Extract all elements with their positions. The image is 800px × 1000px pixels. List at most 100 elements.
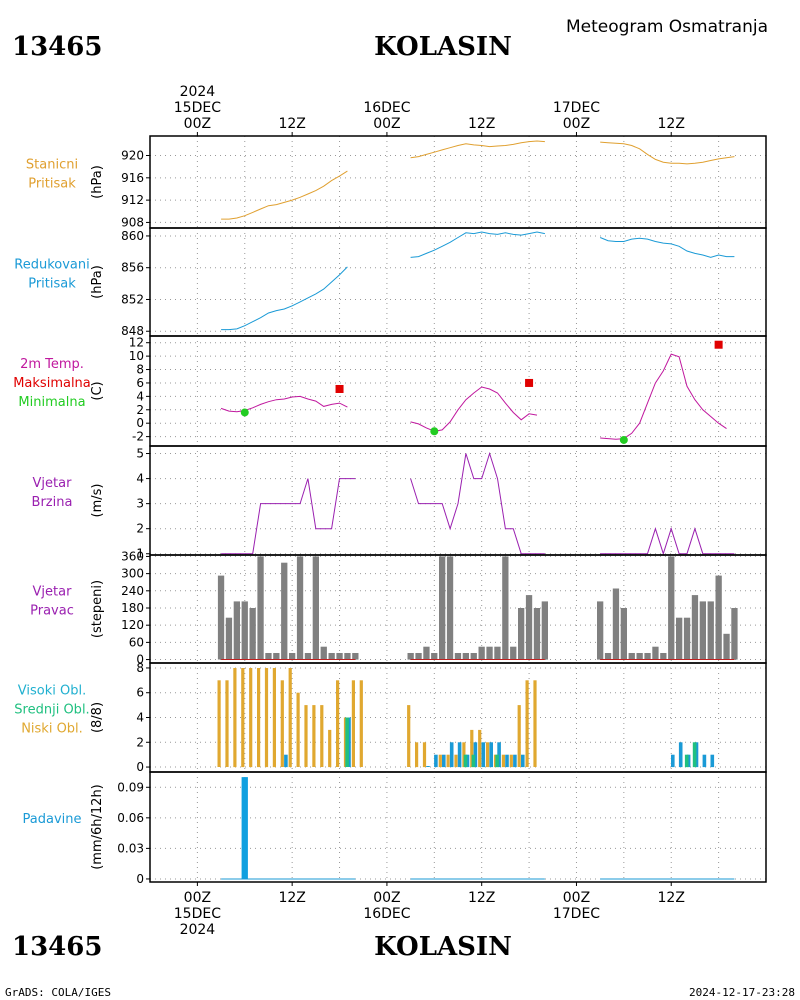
panel-precipitation: 0 0.03 0.06 0.09 Padavine (mm/6h/12h) <box>23 771 767 886</box>
bar <box>692 742 697 768</box>
bar <box>481 742 486 768</box>
bar <box>217 680 221 767</box>
marker-min <box>240 408 249 417</box>
bar <box>510 646 517 660</box>
bar <box>449 742 454 768</box>
bar <box>644 653 651 660</box>
bar <box>597 601 604 660</box>
bar <box>660 653 667 660</box>
y-tick-label: 12 <box>129 336 144 350</box>
bar <box>304 705 308 767</box>
y-tick-label: 0.09 <box>117 780 144 794</box>
y-tick-label: 360 <box>121 549 144 563</box>
series-line <box>221 478 356 555</box>
x-tick-bottom-label: 12Z <box>468 890 495 906</box>
panel-label: Redukovani <box>14 258 89 273</box>
bar <box>501 754 505 768</box>
y-tick-label: 0 <box>136 416 144 430</box>
bar <box>454 653 462 660</box>
series-line <box>410 451 545 555</box>
y-tick-label: 852 <box>121 292 144 306</box>
panel-label: Vjetar <box>33 585 73 600</box>
bar <box>265 653 272 660</box>
bar <box>731 608 738 660</box>
bar <box>495 754 499 768</box>
bar <box>407 653 414 660</box>
x-tick-bottom-label: 12Z <box>658 890 685 906</box>
bar <box>296 692 300 767</box>
bar <box>676 617 683 660</box>
panel-unit: (mm/6h/12h) <box>90 784 105 870</box>
y-tick-label: 3 <box>136 497 144 511</box>
bar <box>470 729 474 768</box>
series-line <box>221 266 348 331</box>
bar <box>517 705 521 767</box>
bar <box>533 680 537 767</box>
bar <box>702 754 707 768</box>
panel-unit: (m/s) <box>90 484 105 518</box>
bar <box>462 653 469 660</box>
panel-label: Srednji Obl. <box>14 703 89 718</box>
bar <box>241 601 248 660</box>
panel-label: Pravac <box>30 604 74 619</box>
series-line <box>600 237 735 258</box>
x-tick-top-label: 17DEC <box>553 100 600 116</box>
x-tick-bottom-label: 17DEC <box>553 906 600 922</box>
bar <box>257 668 261 768</box>
bar <box>439 556 446 660</box>
marker-max <box>335 384 344 393</box>
panel-frame <box>149 771 767 883</box>
y-tick-label: 920 <box>121 149 144 163</box>
marker-min <box>430 427 439 436</box>
x-tick-bottom-label: 00Z <box>184 890 211 906</box>
panel-label: 2m Temp. <box>20 357 84 372</box>
bar <box>344 653 351 660</box>
bar <box>336 653 343 660</box>
bar <box>462 742 466 768</box>
bar <box>486 646 493 660</box>
panel-frame <box>149 135 767 229</box>
x-tick-bottom-label: 12Z <box>278 890 305 906</box>
x-tick-bottom-label: 15DEC <box>174 906 221 922</box>
y-tick-label: 4 <box>136 389 144 403</box>
bar <box>312 556 319 660</box>
series-line <box>410 386 538 432</box>
y-tick-label: -2 <box>132 430 144 444</box>
bar <box>415 653 422 660</box>
panel-label: Visoki Obl. <box>18 684 86 699</box>
bar <box>465 754 470 768</box>
y-tick-label: 2 <box>136 522 144 536</box>
x-tick-bottom-label: 2024 <box>180 922 216 938</box>
bar <box>525 595 533 660</box>
y-tick-label: 2 <box>136 403 144 417</box>
bar <box>446 556 454 660</box>
bar <box>320 705 324 767</box>
bar <box>509 754 513 768</box>
marker-max <box>714 340 723 349</box>
station-id-top: 13465 <box>12 32 102 62</box>
panel-label: Vjetar <box>33 476 73 491</box>
bar <box>312 705 316 767</box>
y-tick-label: 6 <box>136 686 144 700</box>
x-tick-top-label: 15DEC <box>174 100 221 116</box>
bar <box>723 633 730 660</box>
x-tick-bottom-label: 16DEC <box>363 906 410 922</box>
bar <box>345 717 349 767</box>
bar <box>241 668 245 768</box>
panel-unit: (stepeni) <box>90 580 105 638</box>
y-tick-label: 908 <box>121 215 144 229</box>
bar <box>470 653 477 660</box>
panel-unit: (8/8) <box>90 702 105 733</box>
series-line <box>600 141 735 165</box>
panel-wind-direction: 0 60 120 180 240 300 360 Vjetar Pravac (stepeni) <box>30 549 767 667</box>
bar <box>513 754 517 768</box>
series-line <box>221 170 348 220</box>
series-line <box>600 527 735 556</box>
station-name-bottom: KOLASIN <box>374 932 512 962</box>
bar <box>473 742 478 768</box>
x-tick-top-label: 12Z <box>468 116 495 132</box>
bar <box>541 601 548 660</box>
x-tick-top-label: 16DEC <box>363 100 410 116</box>
